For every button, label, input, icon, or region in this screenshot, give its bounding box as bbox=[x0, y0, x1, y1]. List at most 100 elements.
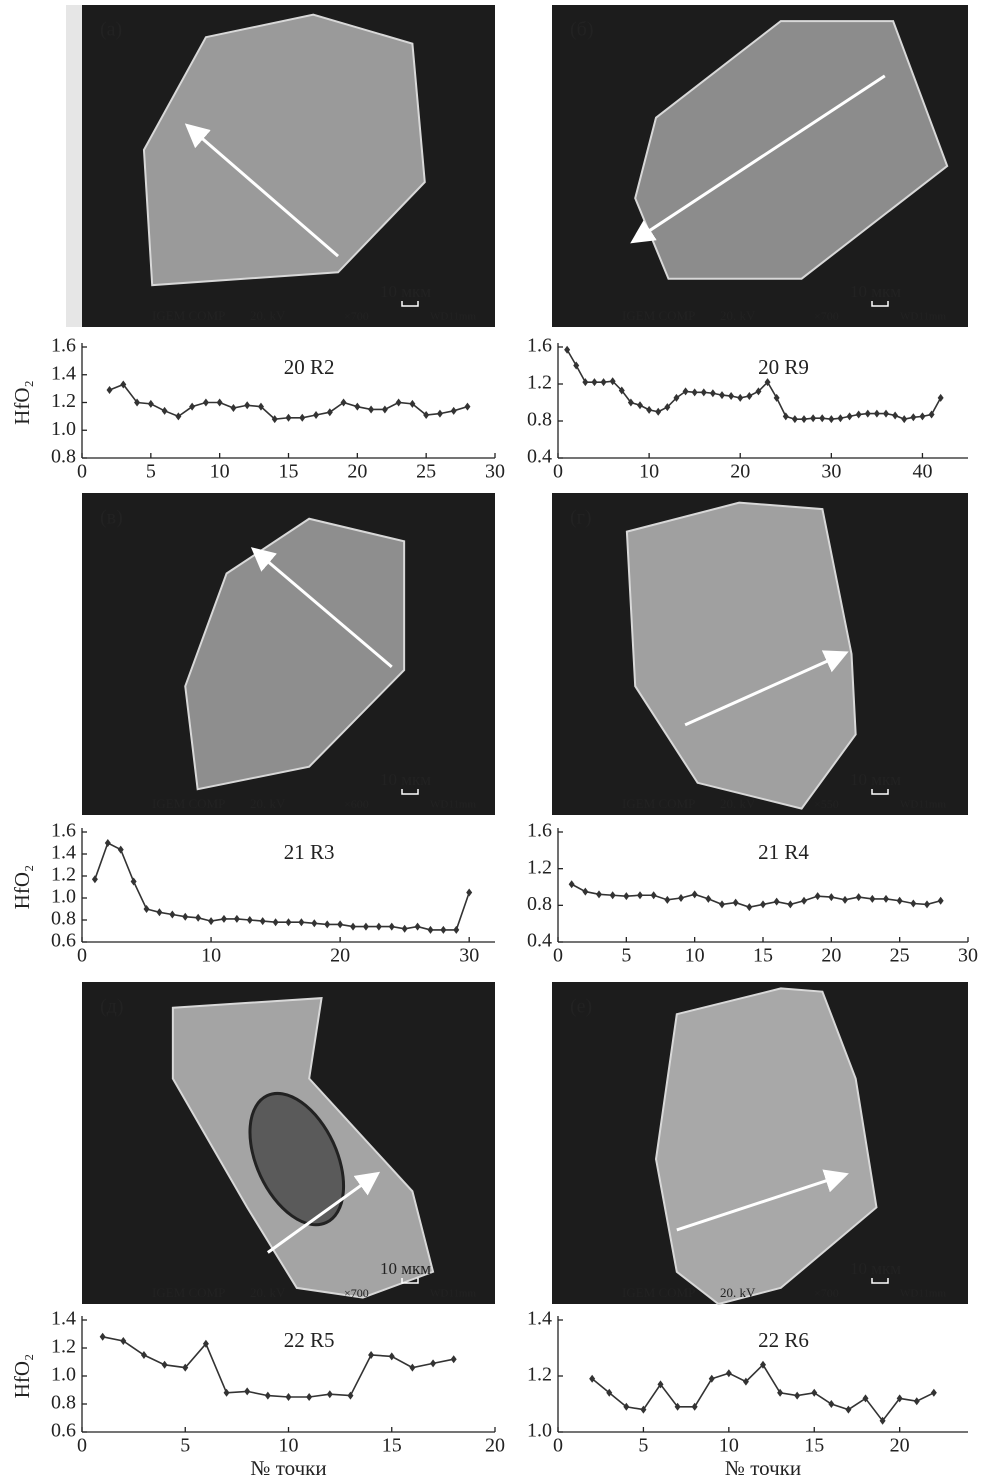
data-point bbox=[162, 1361, 168, 1369]
y-tick-label: 1.2 bbox=[51, 864, 76, 886]
data-point bbox=[914, 1397, 920, 1405]
x-tick-label: 15 bbox=[753, 945, 773, 967]
sem-image: (е)IGEM COMP20. kV×700WD11mm10 мкм bbox=[552, 982, 968, 1304]
y-tick-label: 0.8 bbox=[51, 908, 76, 930]
data-point bbox=[794, 1392, 800, 1400]
voltage-label: 20. kV bbox=[250, 796, 286, 811]
data-point bbox=[792, 415, 798, 423]
scale-label: 10 мкм bbox=[380, 282, 431, 301]
data-point bbox=[324, 920, 330, 928]
voltage-label: 20. kV bbox=[250, 1285, 286, 1300]
detector-label: IGEM COMP bbox=[622, 796, 695, 811]
data-point bbox=[897, 897, 903, 905]
chart-title: 21 R3 bbox=[284, 840, 335, 864]
data-point bbox=[382, 405, 388, 413]
data-point bbox=[208, 917, 214, 925]
chart-title: 20 R2 bbox=[284, 355, 335, 379]
data-point bbox=[299, 414, 305, 422]
data-point bbox=[910, 413, 916, 421]
sem-image: (г)IGEM COMP20. kV×550WD11mm10 мкм bbox=[552, 493, 968, 815]
x-tick-label: 30 bbox=[958, 945, 978, 967]
data-point bbox=[651, 891, 657, 899]
data-point bbox=[701, 388, 707, 396]
magnification-label: ×700 bbox=[814, 1286, 839, 1300]
data-point bbox=[623, 1403, 629, 1411]
data-point bbox=[427, 926, 433, 934]
scale-label: 10 мкм bbox=[850, 1259, 901, 1278]
data-point bbox=[845, 1406, 851, 1414]
data-point bbox=[801, 897, 807, 905]
data-point bbox=[234, 915, 240, 923]
voltage-label: 20. kV bbox=[250, 308, 286, 323]
scale-label: 10 мкм bbox=[850, 770, 901, 789]
y-tick-label: 1.6 bbox=[51, 820, 76, 842]
y-tick-label: 1.0 bbox=[51, 418, 76, 440]
x-tick-label: 15 bbox=[382, 1435, 402, 1457]
data-point bbox=[306, 1393, 312, 1401]
data-point bbox=[856, 411, 862, 419]
data-point bbox=[869, 895, 875, 903]
data-point bbox=[637, 401, 643, 409]
data-point bbox=[244, 1387, 250, 1395]
detector-label: IGEM COMP bbox=[622, 308, 695, 323]
x-tick-label: 30 bbox=[485, 461, 505, 483]
data-point bbox=[842, 896, 848, 904]
image-edge bbox=[66, 5, 82, 327]
y-tick-label: 1.2 bbox=[527, 856, 552, 878]
chart-title: 21 R4 bbox=[758, 840, 809, 864]
y-tick-label: 1.4 bbox=[527, 1308, 552, 1330]
data-point bbox=[389, 923, 395, 931]
data-point bbox=[224, 1389, 230, 1397]
data-point bbox=[415, 923, 421, 931]
data-point bbox=[787, 900, 793, 908]
wd-label: WD11mm bbox=[430, 799, 476, 811]
data-point bbox=[892, 411, 898, 419]
data-point bbox=[847, 412, 853, 420]
x-tick-label: 15 bbox=[279, 461, 299, 483]
x-axis-label: № точки bbox=[725, 1456, 801, 1480]
data-point bbox=[311, 919, 317, 927]
sem-image: (б)IGEM COMP20. kV×700WD11mm10 мкм bbox=[552, 5, 968, 327]
x-tick-label: 5 bbox=[638, 1435, 648, 1457]
y-tick-label: 1.4 bbox=[51, 842, 76, 864]
x-tick-label: 0 bbox=[553, 1435, 563, 1457]
voltage-label: 20. kV bbox=[720, 796, 756, 811]
data-point bbox=[247, 916, 253, 924]
data-point bbox=[726, 1369, 732, 1377]
y-tick-label: 1.6 bbox=[527, 335, 552, 357]
data-point bbox=[141, 1351, 147, 1359]
y-tick-label: 1.6 bbox=[527, 820, 552, 842]
y-tick-label: 0.8 bbox=[51, 1392, 76, 1414]
y-tick-label: 0.8 bbox=[51, 446, 76, 468]
x-tick-label: 0 bbox=[77, 1435, 87, 1457]
data-point bbox=[107, 386, 113, 394]
data-point bbox=[327, 408, 333, 416]
data-point bbox=[440, 926, 446, 934]
y-tick-label: 0.4 bbox=[527, 930, 552, 952]
data-point bbox=[883, 410, 889, 418]
data-point bbox=[286, 918, 292, 926]
x-tick-label: 20 bbox=[821, 945, 841, 967]
y-tick-label: 0.6 bbox=[51, 1420, 76, 1442]
data-point bbox=[746, 392, 752, 400]
data-point bbox=[582, 888, 588, 896]
y-tick-label: 1.2 bbox=[51, 1336, 76, 1358]
x-tick-label: 0 bbox=[77, 461, 87, 483]
x-tick-label: 40 bbox=[912, 461, 932, 483]
data-point bbox=[451, 1355, 457, 1363]
data-line bbox=[567, 350, 941, 419]
x-tick-label: 25 bbox=[890, 945, 910, 967]
scale-label: 10 мкм bbox=[850, 282, 901, 301]
data-point bbox=[596, 890, 602, 898]
data-point bbox=[182, 913, 188, 921]
data-point bbox=[606, 1389, 612, 1397]
data-point bbox=[350, 923, 356, 931]
data-point bbox=[260, 917, 266, 925]
x-tick-label: 10 bbox=[719, 1435, 739, 1457]
data-point bbox=[938, 897, 944, 905]
data-point bbox=[120, 1337, 126, 1345]
x-tick-label: 5 bbox=[146, 461, 156, 483]
data-point bbox=[92, 875, 98, 883]
x-tick-label: 30 bbox=[459, 945, 479, 967]
